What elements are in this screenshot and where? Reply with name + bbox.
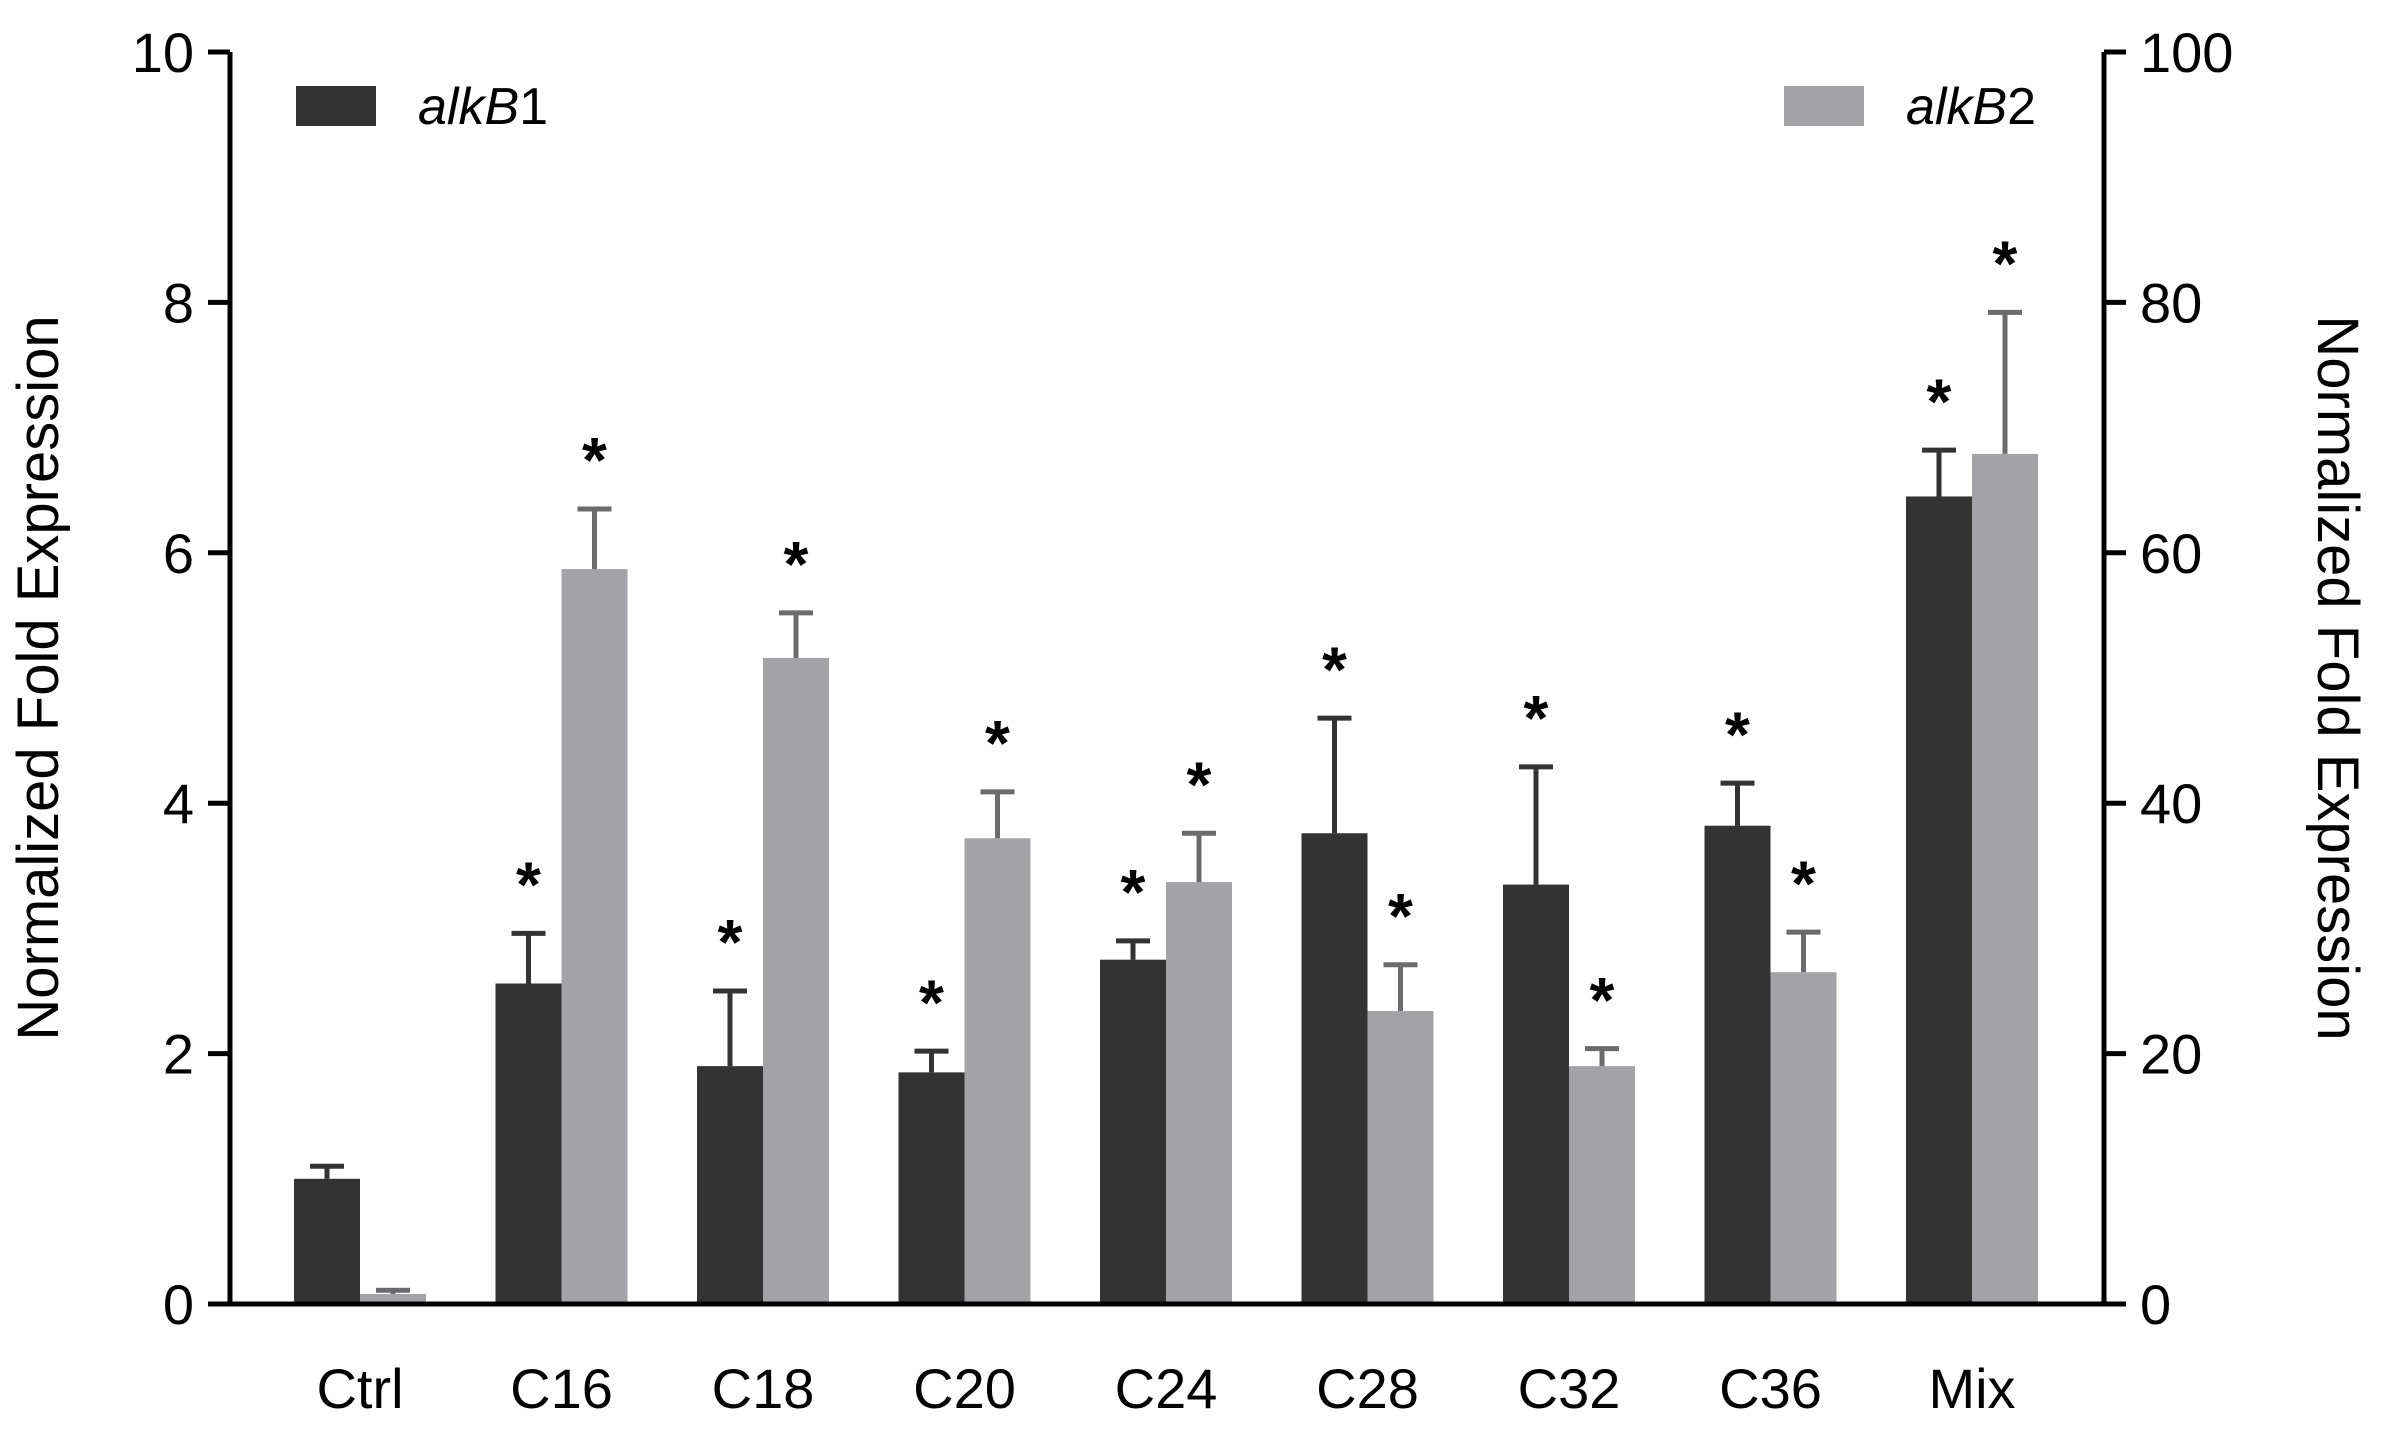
bar-2-ctrl: [360, 1293, 426, 1304]
legend-label-1: alkB1: [418, 78, 548, 136]
y-tick-label-left-6: 6: [163, 522, 194, 585]
legend-label-1-suffix: 1: [519, 78, 548, 136]
significance-star-1-mix: *: [1927, 365, 1952, 437]
bar-2-c18: [763, 657, 829, 1304]
significance-star-2-c28: *: [1388, 880, 1413, 952]
y-tick-label-right-60: 60: [2140, 522, 2202, 585]
y-tick-label-left-2: 2: [163, 1023, 194, 1086]
bar-2-c36: [1770, 972, 1837, 1304]
bar-2-c16: [561, 569, 628, 1304]
bar-1-mix: [1906, 496, 1972, 1305]
legend: alkB1 alkB2: [296, 78, 2036, 136]
bar-1-c20: [898, 1072, 965, 1304]
y-axis-title-left: Normalized Fold Expression: [6, 315, 71, 1040]
bar-2-c32: [1569, 1066, 1635, 1304]
significance-star-2-c16: *: [582, 424, 607, 496]
significance-layer: * * * * * * * * * * * * * * * *: [516, 228, 2018, 1039]
legend-label-1-italic: alkB: [418, 78, 519, 136]
legend-swatch-2: [1784, 86, 1864, 126]
significance-star-2-c36: *: [1791, 847, 1816, 919]
significance-star-2-c32: *: [1590, 964, 1615, 1036]
x-tick-label-c28: C28: [1316, 1357, 1419, 1420]
y-tick-label-right-0: 0: [2140, 1273, 2171, 1336]
x-tick-label-c20: C20: [913, 1357, 1016, 1420]
bar-1-c24: [1100, 959, 1166, 1304]
significance-star-2-c24: *: [1187, 748, 1212, 820]
legend-label-2-suffix: 2: [2007, 78, 2036, 136]
bar-1-c36: [1704, 825, 1771, 1304]
legend-label-2: alkB2: [1906, 78, 2036, 136]
y-tick-label-left-4: 4: [163, 772, 194, 835]
x-tick-label-mix: Mix: [1928, 1357, 2015, 1420]
y-tick-label-left-10: 10: [132, 21, 194, 84]
significance-star-1-c24: *: [1121, 856, 1146, 928]
legend-swatch-1: [296, 86, 376, 126]
bar-2-c28: [1367, 1011, 1434, 1304]
bar-2-c20: [964, 838, 1031, 1304]
significance-star-1-c36: *: [1725, 698, 1750, 770]
significance-star-1-c18: *: [718, 906, 743, 978]
legend-label-2-italic: alkB: [1906, 78, 2007, 136]
bar-1-c16: [495, 983, 562, 1304]
bar-1-c28: [1301, 833, 1368, 1304]
y-axis-title-right: Normalized Fold Expression: [2305, 315, 2370, 1040]
x-tick-label-c36: C36: [1719, 1357, 1822, 1420]
significance-star-2-mix: *: [1993, 228, 2018, 300]
x-tick-label-c24: C24: [1115, 1357, 1218, 1420]
bar-2-c24: [1166, 882, 1232, 1304]
y-tick-label-left-8: 8: [163, 271, 194, 334]
y-tick-label-right-40: 40: [2140, 772, 2202, 835]
bar-1-ctrl: [294, 1178, 360, 1304]
bar-1-c18: [697, 1066, 763, 1304]
x-tick-label-c18: C18: [712, 1357, 815, 1420]
y-tick-label-right-20: 20: [2140, 1023, 2202, 1086]
y-tick-label-right-80: 80: [2140, 271, 2202, 334]
significance-star-2-c20: *: [985, 707, 1010, 779]
bars-layer: [294, 453, 2038, 1305]
significance-star-2-c18: *: [784, 528, 809, 600]
x-tick-label-c16: C16: [510, 1357, 613, 1420]
bar-1-c32: [1503, 884, 1569, 1304]
significance-star-1-c20: *: [919, 966, 944, 1038]
x-tick-label-c32: C32: [1518, 1357, 1621, 1420]
significance-star-1-c28: *: [1322, 633, 1347, 705]
error-bars-layer: [310, 309, 2022, 1294]
x-tick-label-ctrl: Ctrl: [316, 1357, 403, 1420]
significance-star-1-c32: *: [1524, 682, 1549, 754]
bar-2-mix: [1972, 453, 2038, 1305]
significance-star-1-c16: *: [516, 849, 541, 921]
y-tick-label-right-100: 100: [2140, 21, 2233, 84]
y-tick-label-left-0: 0: [163, 1273, 194, 1336]
